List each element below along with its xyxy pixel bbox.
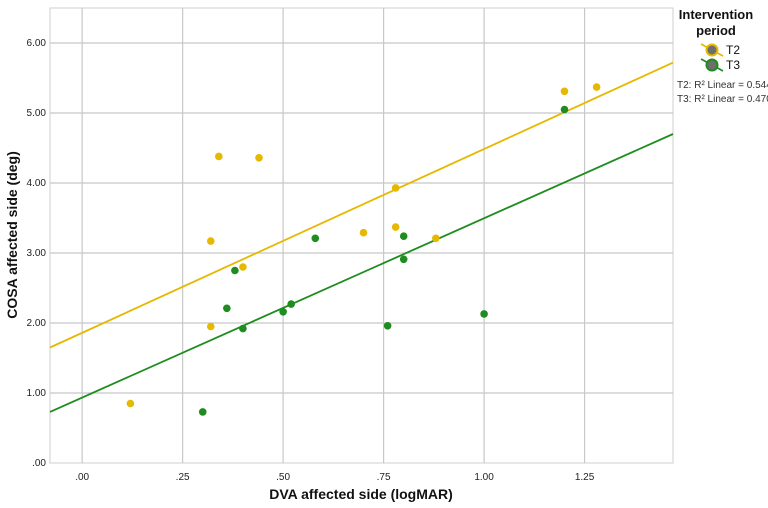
y-tick-label: 5.00 [27, 108, 47, 119]
legend-title-line-2: period [696, 23, 736, 38]
t3-legend-label: T3 [726, 58, 740, 72]
t3-data-point [480, 310, 488, 318]
t3-data-point [231, 266, 239, 275]
x-axis-title: DVA affected side (logMAR) [269, 486, 453, 502]
t3-data-point [239, 324, 247, 333]
t2-data-point [432, 234, 440, 243]
y-tick-label: 4.00 [27, 178, 47, 189]
t3-fit-label: T3: R² Linear = 0.470 [677, 94, 768, 105]
x-tick-label: .25 [176, 472, 190, 483]
x-tick-label: 1.00 [474, 472, 494, 483]
t3-fit-line [49, 133, 674, 413]
y-tick-label: 3.00 [27, 248, 47, 259]
t3-data-point [198, 408, 207, 416]
y-axis-ticks: .00 1.00 2.00 3.00 4.00 5.00 6.00 [27, 38, 47, 469]
t2-data-point [239, 263, 247, 271]
t2-legend-marker [705, 43, 719, 57]
x-tick-label: .00 [75, 472, 89, 483]
t2-data-point [255, 154, 263, 162]
data-points [126, 83, 601, 416]
x-tick-label: .75 [377, 472, 391, 483]
t2-legend-label: T2 [726, 43, 740, 57]
t2-data-point [592, 83, 601, 91]
x-tick-label: .50 [276, 472, 290, 483]
t2-data-point [560, 87, 569, 96]
y-tick-label: 2.00 [27, 318, 47, 329]
t2-data-point [215, 152, 223, 161]
t3-data-point [383, 322, 392, 330]
t2-data-point [206, 237, 215, 245]
t2-data-point [206, 322, 215, 331]
t2-data-point [126, 399, 135, 408]
fit-lines [49, 61, 674, 413]
t3-data-point [279, 308, 287, 316]
t3-data-point [399, 232, 408, 240]
y-tick-label: 1.00 [27, 388, 47, 399]
x-tick-label: 1.25 [575, 472, 595, 483]
t2-data-point [391, 184, 400, 192]
t2-fit-label: T2: R² Linear = 0.544 [677, 80, 768, 91]
t2-data-point [391, 223, 400, 231]
t3-data-point [311, 234, 320, 243]
t3-data-point [287, 300, 295, 308]
y-tick-label: .00 [32, 458, 46, 469]
gridlines [50, 8, 673, 463]
y-axis-title: COSA affected side (deg) [4, 151, 20, 319]
t2-data-point [359, 228, 368, 237]
y-tick-label: 6.00 [27, 38, 47, 49]
x-axis-ticks: .00 .25 .50 .75 1.00 1.25 [75, 472, 595, 483]
t3-data-point [399, 255, 408, 264]
t3-legend-marker [705, 58, 719, 72]
t3-data-point [560, 105, 569, 114]
t3-data-point [223, 304, 231, 313]
legend-title-line-1: Intervention [679, 7, 753, 22]
t2-fit-line [49, 61, 674, 349]
